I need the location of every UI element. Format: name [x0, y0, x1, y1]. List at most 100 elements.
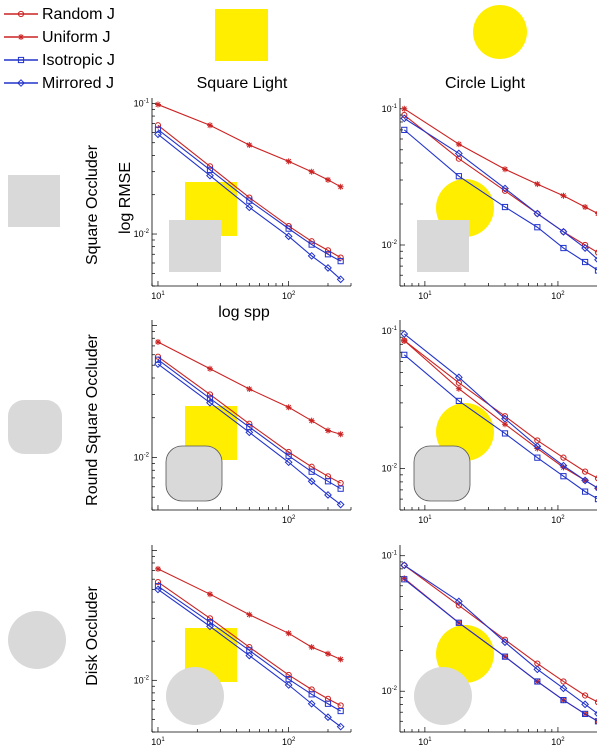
series-isotropic-j — [401, 576, 597, 725]
series-line — [403, 129, 597, 271]
data-point — [285, 225, 292, 232]
data-point — [501, 430, 509, 437]
panel-row0-col1: 101 102 10-1 10-2 — [382, 98, 597, 301]
data-point — [324, 176, 331, 183]
x-tick-label: 102 — [551, 737, 565, 747]
data-point — [560, 473, 567, 480]
legend-label: Isotropic J — [42, 52, 115, 69]
data-point — [206, 391, 214, 398]
x-tick-label: 101 — [151, 291, 165, 301]
data-point — [594, 256, 597, 263]
data-point — [154, 338, 161, 345]
data-point — [246, 197, 253, 204]
inset-disk-occluder-icon — [414, 667, 472, 725]
y-tick-label: 10-2 — [382, 240, 398, 250]
data-point — [206, 365, 213, 372]
x-axis-label: log spp — [218, 304, 270, 321]
data-point — [307, 251, 316, 260]
data-point — [501, 638, 509, 647]
data-point — [154, 130, 162, 139]
series-line — [157, 133, 342, 280]
data-point — [245, 203, 254, 212]
data-point — [308, 238, 315, 245]
data-point — [284, 681, 293, 689]
data-point — [206, 615, 214, 622]
data-point — [501, 166, 508, 173]
series-line — [157, 363, 341, 505]
data-point — [307, 477, 316, 486]
series-isotropic-j — [154, 583, 344, 715]
x-tick-label: 102 — [282, 737, 296, 747]
legend-label: Uniform J — [42, 29, 110, 46]
data-point — [206, 591, 213, 598]
data-point — [455, 141, 462, 148]
series-line — [157, 585, 341, 712]
data-point — [454, 373, 463, 382]
data-point — [206, 163, 214, 170]
y-tick-label: 10-1 — [382, 551, 398, 561]
series-line — [157, 359, 341, 490]
data-point — [501, 414, 509, 423]
data-point — [455, 619, 462, 626]
data-point — [559, 684, 568, 693]
data-point — [581, 244, 590, 252]
data-point — [336, 275, 345, 284]
data-point — [206, 122, 213, 129]
data-point — [582, 468, 589, 475]
data-point — [560, 244, 567, 252]
circle-light-icon — [473, 5, 527, 59]
data-point — [582, 488, 589, 495]
data-point — [400, 114, 409, 123]
data-point — [324, 700, 332, 707]
x-tick-label: 101 — [418, 737, 432, 747]
y-tick-label: 10-2 — [134, 452, 150, 462]
data-point — [337, 431, 344, 438]
x-tick-label: 102 — [551, 291, 565, 301]
square-occluder-icon — [8, 175, 60, 227]
series-line — [403, 564, 597, 703]
series-line — [157, 581, 341, 706]
y-axis-label: log RMSE — [117, 162, 134, 234]
data-point — [154, 585, 162, 594]
data-point — [560, 464, 567, 471]
data-point — [455, 397, 462, 405]
data-point — [324, 247, 332, 254]
series-isotropic-j — [401, 351, 597, 503]
data-point — [324, 491, 332, 499]
data-point — [559, 227, 568, 236]
series-isotropic-j — [401, 126, 597, 274]
data-point — [307, 699, 316, 708]
data-point — [594, 249, 597, 256]
inset-square-occluder-icon — [417, 220, 469, 272]
panel-row1-col0: 102 10-2 — [134, 320, 352, 525]
inset-round-square-occluder-icon — [413, 445, 471, 502]
data-point — [337, 258, 344, 265]
x-tick-label: 102 — [282, 515, 296, 525]
data-point — [284, 458, 293, 467]
column-header-circle-light: Circle Light — [445, 75, 526, 92]
data-point — [154, 356, 162, 363]
legend-label: Random J — [42, 6, 115, 23]
series-uniform-j — [401, 105, 597, 217]
data-point — [454, 149, 463, 158]
data-point — [206, 619, 214, 626]
data-point — [154, 360, 162, 368]
data-point — [582, 204, 589, 211]
data-point — [560, 454, 567, 461]
data-point — [501, 421, 508, 428]
data-point — [401, 575, 408, 582]
y-tick-label: 10-1 — [382, 326, 398, 336]
data-point — [308, 691, 315, 698]
data-point — [285, 630, 292, 637]
legend-entry: Uniform J — [4, 29, 110, 46]
data-point — [206, 395, 214, 402]
data-point — [324, 251, 332, 258]
y-tick-label: 10-1 — [382, 104, 398, 114]
data-point — [594, 495, 597, 503]
legend-entry: Isotropic J — [4, 52, 115, 69]
data-point — [401, 111, 408, 119]
panel-row2-col0: 101 102 10-2 — [134, 545, 352, 747]
data-point — [308, 644, 315, 651]
data-point — [154, 122, 162, 129]
